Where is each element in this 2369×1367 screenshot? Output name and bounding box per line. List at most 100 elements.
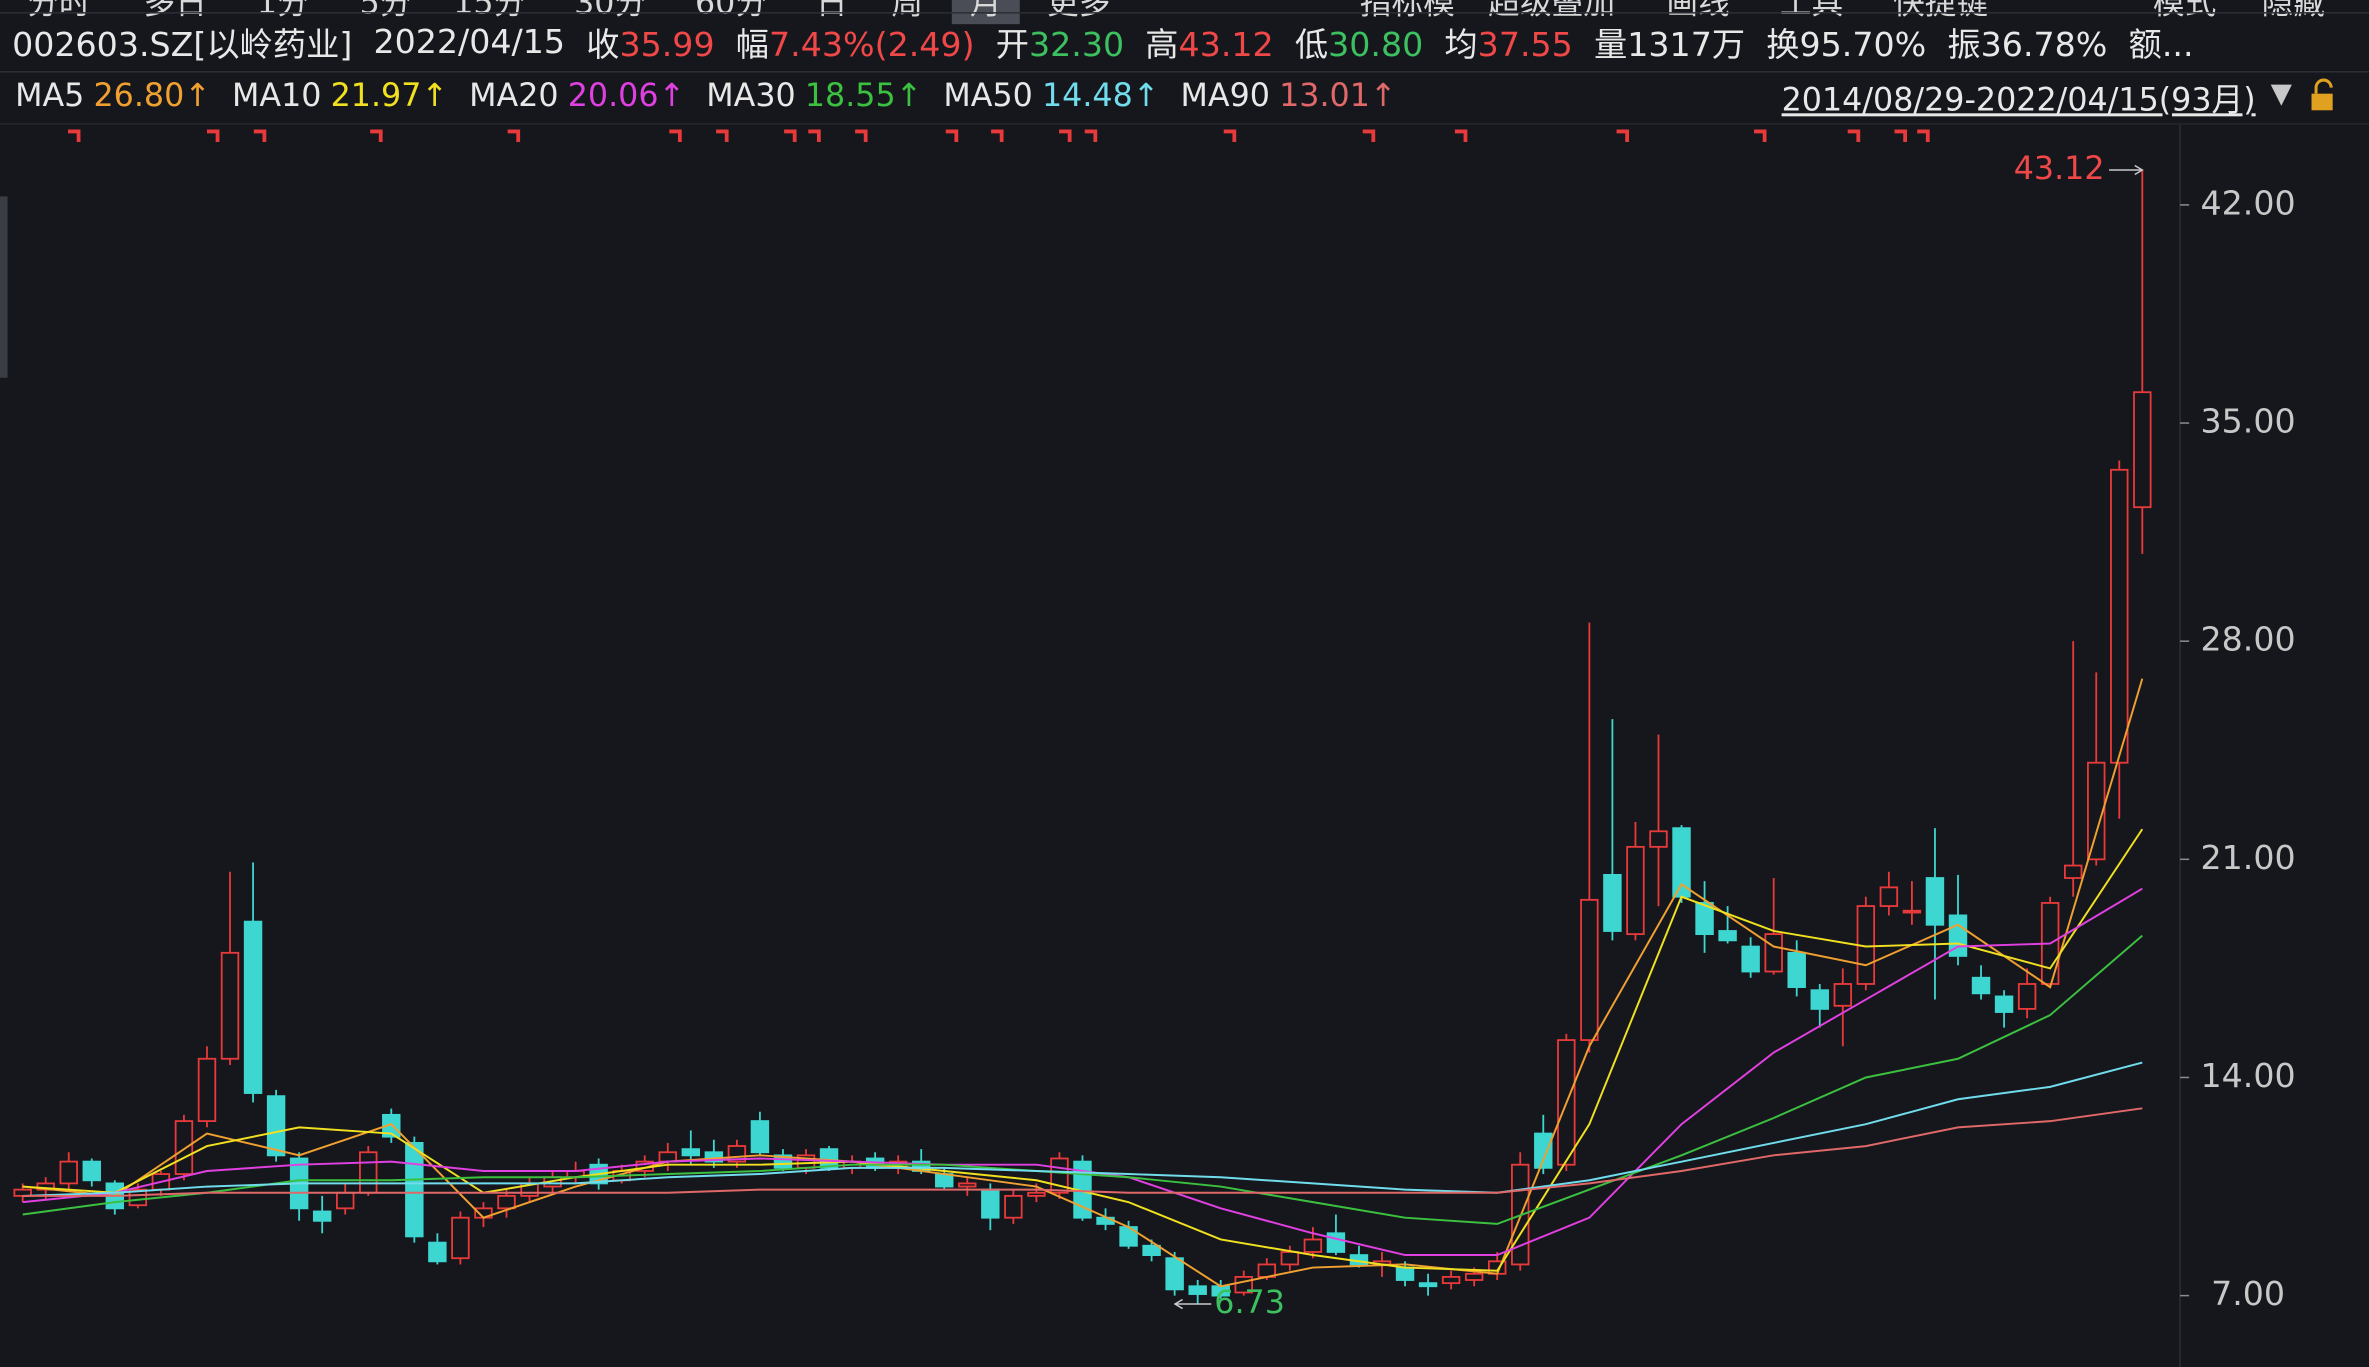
candle-body: [497, 1194, 516, 1210]
candle-body: [2110, 468, 2129, 764]
toolbar-item[interactable]: 多日: [143, 0, 207, 22]
quote-label: 振: [1947, 27, 1981, 65]
quote-field: 振36.78%: [1947, 18, 2107, 66]
ma-item: MA50 14.48↑: [943, 77, 1159, 113]
quote-label: 换: [1766, 27, 1800, 65]
quote-field: 换95.70%: [1766, 18, 1926, 66]
quote-label: 幅: [735, 27, 770, 65]
quote-label: 开: [995, 27, 1029, 65]
event-flag: [1847, 129, 1861, 143]
ma-name: MA50: [943, 77, 1033, 114]
ma-value: 14.48: [1041, 77, 1133, 114]
candle-body: [1303, 1238, 1323, 1253]
toolbar-item[interactable]: 15分: [453, 0, 526, 22]
ma-value: 26.80: [93, 77, 185, 114]
toolbar-item[interactable]: 更多: [1046, 0, 1111, 22]
event-flag: [716, 129, 729, 143]
toolbar-item[interactable]: 快捷键: [1893, 0, 1989, 22]
ma-item: MA5 26.80↑: [15, 77, 211, 113]
ma-line: [22, 934, 2143, 1225]
ma-trend: ↑: [895, 77, 923, 114]
quote-value: 95.70%: [1799, 27, 1927, 65]
event-flag: [1616, 129, 1630, 143]
ma-name: MA90: [1180, 77, 1271, 114]
event-flag: [67, 129, 81, 143]
candle-body: [1464, 1272, 1484, 1281]
quote-value: ...: [2161, 27, 2194, 65]
candle-body: [1441, 1275, 1461, 1285]
toolbar-item[interactable]: 月: [951, 0, 1020, 25]
toolbar-item[interactable]: 指标模: [1359, 0, 1455, 22]
toolbar-item[interactable]: 日: [815, 0, 848, 22]
quote-label: 额: [2128, 27, 2162, 65]
candle-body: [359, 1151, 378, 1194]
candle-body: [658, 1151, 677, 1163]
dropdown-icon[interactable]: [2270, 84, 2292, 106]
candle-body: [1925, 877, 1945, 926]
y-tick-label: 7.00: [2211, 1274, 2285, 1313]
event-flag: [1223, 129, 1237, 143]
quote-field: 幅7.43%(2.49): [736, 18, 975, 66]
candle-body: [981, 1188, 1000, 1219]
candle-body: [1603, 873, 1622, 932]
toolbar-item[interactable]: 5分: [359, 0, 412, 22]
toolbar-item[interactable]: 超级叠加: [1488, 0, 1616, 22]
ma-trend: ↑: [1369, 77, 1397, 114]
quote-label: 收: [586, 27, 620, 65]
toolbar-item[interactable]: 画线: [1666, 0, 1730, 22]
ma-trend: ↑: [658, 77, 686, 114]
candle-body: [2087, 761, 2106, 861]
candle-body: [1879, 886, 1899, 907]
event-flag: [855, 129, 868, 143]
date: 2022/04/15: [373, 23, 566, 62]
event-flag: [1362, 129, 1376, 143]
ma-value: 13.01: [1279, 77, 1370, 114]
max-label: 43.12: [2014, 151, 2105, 187]
toolbar-item[interactable]: 60分: [694, 0, 768, 22]
quote-field: 收35.99: [586, 18, 714, 66]
candle-body: [220, 951, 240, 1060]
candle-body: [405, 1141, 424, 1238]
quote-label: 低: [1294, 27, 1329, 65]
max-arrowhead: [2134, 164, 2144, 176]
candle-body: [935, 1173, 954, 1188]
quote-value: 36.78%: [1980, 27, 2108, 65]
quote-label: 高: [1145, 27, 1179, 65]
toolbar-item[interactable]: 周: [891, 0, 924, 22]
candle-body: [1833, 983, 1853, 1007]
event-flag: [1084, 129, 1098, 143]
lock-icon[interactable]: [2311, 93, 2333, 111]
quote-value: 35.99: [619, 27, 715, 65]
quote-value: 7.43%(2.49): [769, 27, 975, 65]
toolbar-item[interactable]: 30分: [574, 0, 647, 22]
quote-bar: 002603.SZ[以岭药业] 2022/04/15 收35.99 幅7.43%(…: [0, 12, 2369, 73]
ma-line: [22, 678, 2144, 1288]
candle-body: [1626, 845, 1645, 936]
toolbar-item[interactable]: 模式: [2152, 0, 2217, 22]
range-label[interactable]: 2014/08/29-2022/04/15(93月): [1781, 81, 2256, 118]
candle-body: [1280, 1251, 1300, 1266]
candle-body: [1994, 995, 2014, 1013]
quote-field: 低30.80: [1295, 18, 1423, 66]
candle-body: [1672, 827, 1691, 898]
toolbar-item[interactable]: 分时: [27, 0, 91, 22]
candle-body: [2063, 864, 2083, 879]
candle-body: [1810, 989, 1829, 1010]
min-arrowhead: [1173, 1298, 1183, 1310]
toolbar-item[interactable]: 工具: [1779, 0, 1844, 22]
y-tick-label: 42.00: [2201, 183, 2296, 222]
toolbar-item[interactable]: 隐藏: [2261, 0, 2326, 22]
event-flag: [1917, 129, 1930, 143]
candle-body: [312, 1210, 332, 1222]
candle-body: [174, 1120, 194, 1175]
toolbar-item[interactable]: 1分: [256, 0, 309, 22]
candle-body: [1695, 902, 1714, 936]
candle-body: [750, 1120, 770, 1154]
ma-line: [22, 887, 2143, 1257]
candle-body: [1971, 976, 1991, 995]
candle-body: [2017, 983, 2037, 1010]
event-flag: [784, 129, 797, 143]
candle-body: [1787, 951, 1806, 988]
